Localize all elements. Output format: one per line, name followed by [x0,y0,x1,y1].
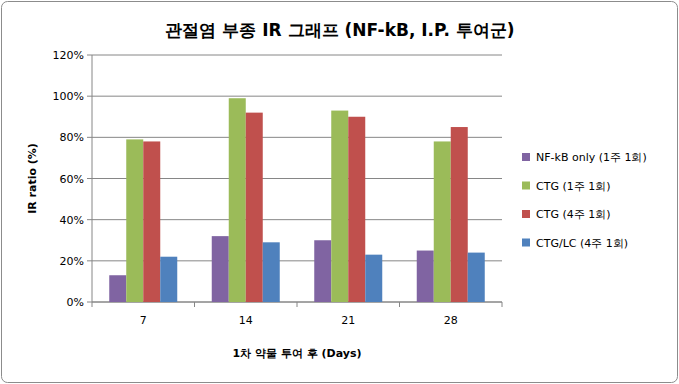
bar [143,141,160,302]
y-tick [87,96,92,97]
bar [434,141,451,302]
bar [263,242,280,302]
chart: 관절염 부종 IR 그래프 (NF-kB, I.P. 투여군) 0% 20% 40% 6… [0,0,679,384]
bar [160,257,177,302]
bar [365,255,382,302]
bar [212,236,229,302]
legend-swatch [522,239,530,247]
legend-label: CTG/LC (4주 1회) [536,237,628,250]
legend-label: CTG (4주 1회) [536,208,611,221]
x-tick-label: 28 [444,314,458,327]
x-tick [502,302,503,307]
y-tick [87,178,92,179]
x-tick [399,302,400,307]
bar [246,113,263,302]
y-tick-label: 120% [53,49,84,62]
y-tick [87,55,92,56]
y-tick-label: 40% [60,214,84,227]
x-tick [297,302,298,307]
grid-line [92,55,502,56]
y-tick-label: 80% [60,131,84,144]
bar [451,127,468,302]
legend-swatch [522,210,530,218]
x-axis-label: 1차 약물 투여 후 (Days) [233,347,362,360]
bars [109,98,485,302]
x-tick-label: 14 [239,314,253,327]
bar [348,117,365,302]
x-tick-label: 7 [140,314,147,327]
grid-line [92,137,502,138]
x-tick-label: 21 [341,314,355,327]
bar [331,111,348,302]
grid-line [92,96,502,97]
chart-frame [2,2,678,383]
bar [109,275,126,302]
title: 관절염 부종 IR 그래프 (NF-kB, I.P. 투여군) [165,20,514,40]
y-tick [87,302,92,303]
y-tick-label: 0% [67,296,84,309]
x-tick [194,302,195,307]
bar [468,253,485,302]
y-tick-label: 100% [53,90,84,103]
legend-label: NF-kB only (1주 1회) [536,151,647,164]
y-tick [87,219,92,220]
legend-swatch [522,182,530,190]
bar [126,139,143,302]
bar [314,240,331,302]
y-tick [87,137,92,138]
y-tick [87,260,92,261]
y-tick-label: 60% [60,173,84,186]
y-axis-label: IR ratio (%) [26,143,39,214]
x-tick [92,302,93,307]
y-tick-label: 20% [60,255,84,268]
legend-label: CTG (1주 1회) [536,180,611,193]
legend-swatch [522,153,530,161]
y-axis [92,55,93,302]
bar [229,98,246,302]
bar [417,251,434,302]
